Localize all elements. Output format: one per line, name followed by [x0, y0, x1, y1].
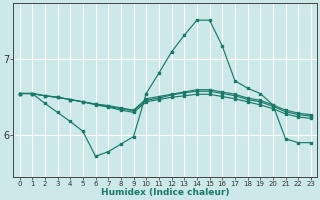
X-axis label: Humidex (Indice chaleur): Humidex (Indice chaleur)	[101, 188, 229, 197]
